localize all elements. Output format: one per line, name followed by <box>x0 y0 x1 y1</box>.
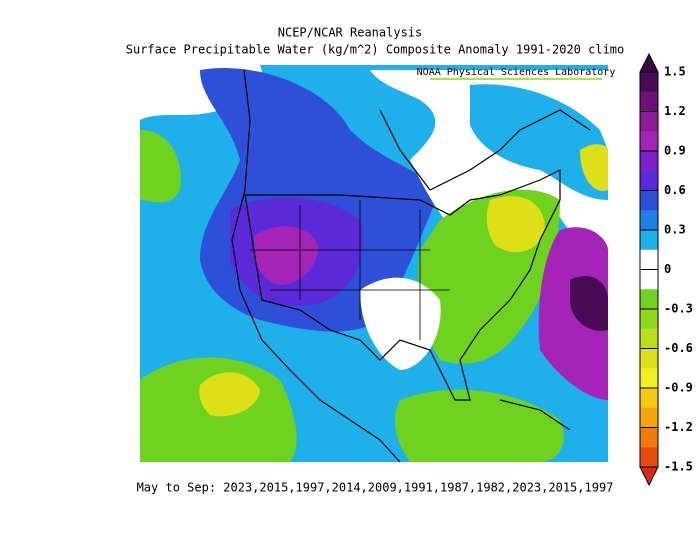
colorbar-label: -1.2 <box>664 420 693 434</box>
colorbar-swatch <box>640 447 658 468</box>
colorbar-label: 1.5 <box>664 65 686 79</box>
colorbar-swatch <box>640 111 658 132</box>
colorbar-label: -0.6 <box>664 341 693 355</box>
colorbar-label: -0.3 <box>664 302 693 316</box>
colorbar-swatch <box>640 190 658 211</box>
island <box>499 399 571 431</box>
state-lines <box>250 200 450 340</box>
field-green <box>140 130 181 203</box>
subtitle: Surface Precipitable Water (kg/m^2) Comp… <box>126 43 625 57</box>
colorbar-swatch <box>640 249 658 270</box>
colorbar-swatch <box>640 230 658 251</box>
field-cyan <box>470 84 608 200</box>
colorbar-swatch <box>640 388 658 409</box>
coastline <box>379 109 591 191</box>
colorbar-label: 0.3 <box>664 223 686 237</box>
field-dark <box>570 276 608 331</box>
colorbar-swatch <box>640 289 658 310</box>
colorbar-swatch <box>640 427 658 448</box>
coastline <box>231 69 401 462</box>
colorbar-swatch <box>640 170 658 191</box>
title: NCEP/NCAR Reanalysis <box>278 26 423 40</box>
colorbar-label: 0 <box>664 262 671 276</box>
colorbar-under <box>639 466 659 487</box>
colorbar-label: 1.2 <box>664 104 686 118</box>
field-yellow <box>580 144 608 191</box>
colorbar-swatch <box>640 348 658 369</box>
field-green <box>394 389 564 462</box>
colorbar-label: -1.5 <box>664 460 693 474</box>
field-yellow <box>486 196 545 253</box>
colorbar-swatch <box>640 407 658 428</box>
field-magenta <box>253 226 319 285</box>
map <box>140 65 608 462</box>
colorbar-swatch <box>640 72 658 93</box>
caption: May to Sep: 2023,2015,1997,2014,2009,199… <box>137 481 614 495</box>
colorbar-label: 0.9 <box>664 144 686 158</box>
colorbar-swatch <box>640 328 658 349</box>
colorbar: 1.5 1.2 0.9 0.6 0.3 0 -0.3 -0.6 -0.9 -1.2 -1.5 <box>639 52 693 487</box>
field-yellow <box>199 372 260 417</box>
colorbar-label: -0.9 <box>664 381 693 395</box>
colorbar-swatch <box>640 210 658 231</box>
colorbar-label: 0.6 <box>664 183 686 197</box>
colorbar-swatch <box>640 151 658 172</box>
credit: NOAA Physical Sciences Laboratory <box>417 67 616 78</box>
colorbar-swatch <box>640 309 658 330</box>
us-outline <box>244 169 561 401</box>
colorbar-swatch <box>640 269 658 290</box>
colorbar-swatch <box>640 91 658 112</box>
colorbar-swatch <box>640 368 658 389</box>
colorbar-over <box>639 52 659 73</box>
colorbar-swatch <box>640 131 658 152</box>
